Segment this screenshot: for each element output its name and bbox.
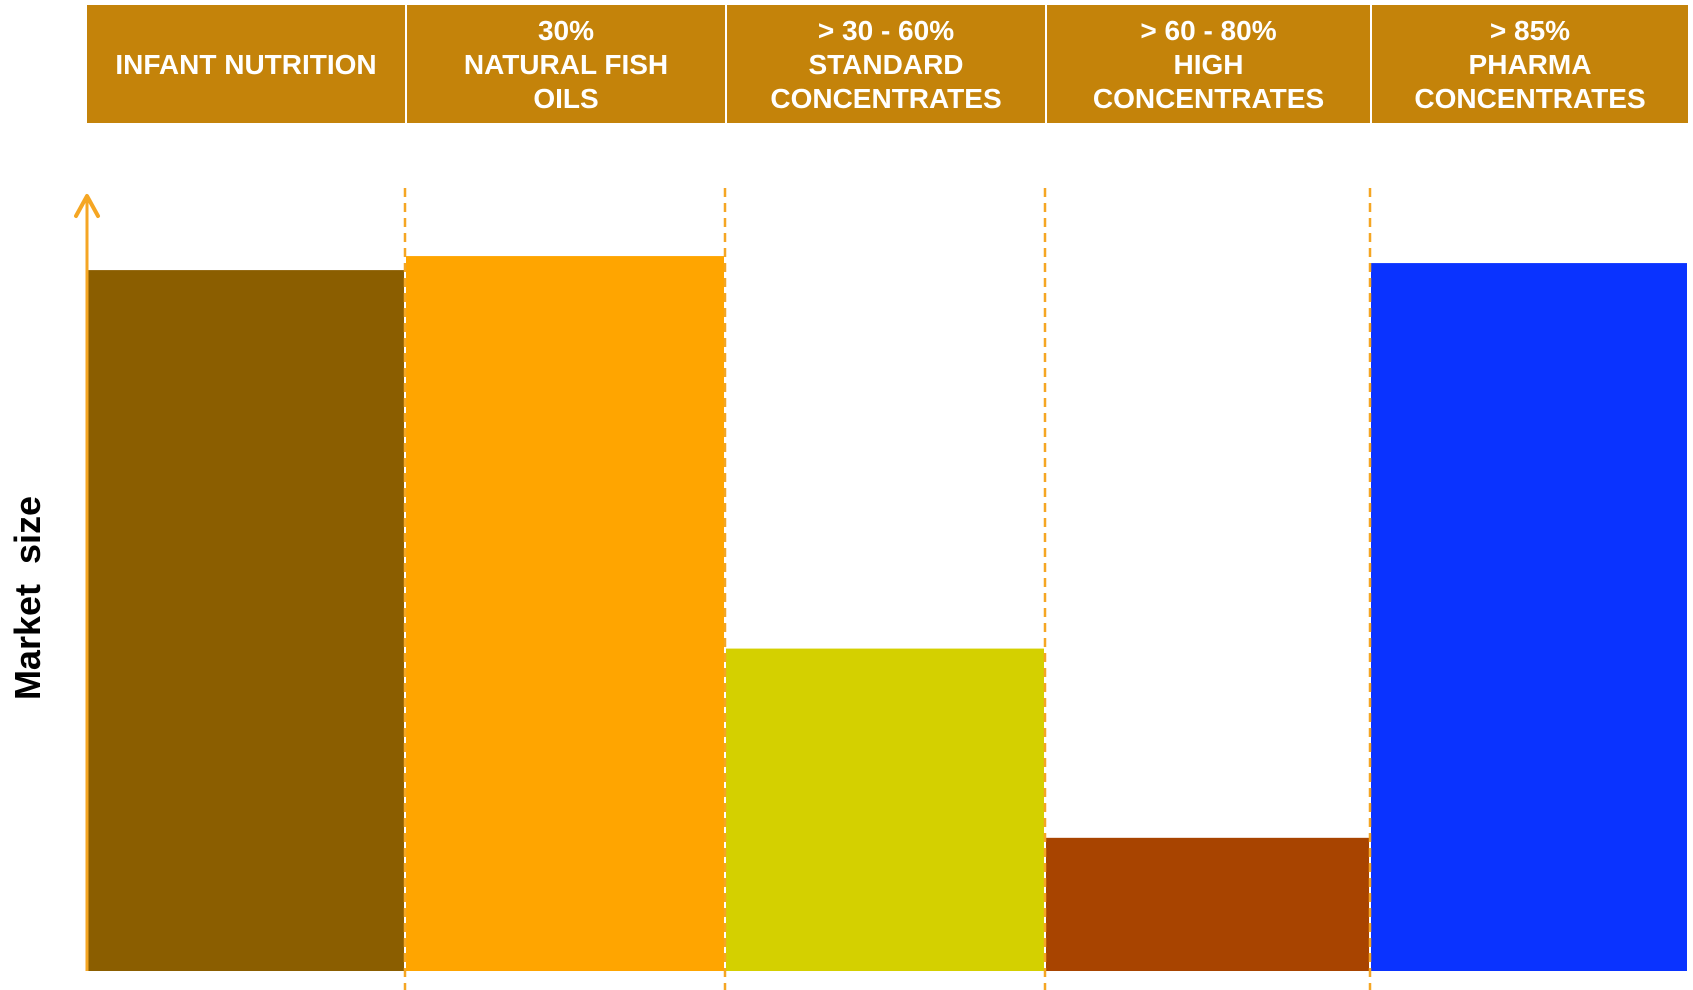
category-header-label: > 85% — [1490, 15, 1570, 46]
category-header-label: CONCENTRATES — [1093, 83, 1324, 114]
category-header-label: PHARMA — [1469, 49, 1592, 80]
category-header-cell — [727, 5, 1045, 123]
category-header-label: CONCENTRATES — [1414, 83, 1645, 114]
category-header-label: OILS — [533, 83, 598, 114]
category-header-label: > 60 - 80% — [1140, 15, 1276, 46]
category-header-cell — [87, 5, 405, 123]
bar — [406, 256, 724, 971]
category-header-label: HIGH — [1174, 49, 1244, 80]
category-header-label: STANDARD — [808, 49, 963, 80]
category-header-label: NATURAL FISH — [464, 49, 668, 80]
category-header-label: 30% — [538, 15, 594, 46]
category-header-label: CONCENTRATES — [770, 83, 1001, 114]
bar — [726, 648, 1044, 971]
category-header-label: INFANT NUTRITION — [115, 49, 376, 80]
category-header-label: > 30 - 60% — [818, 15, 954, 46]
bar — [1371, 263, 1687, 972]
category-header-cell — [1372, 5, 1688, 123]
category-header-cell — [407, 5, 725, 123]
category-header-cell — [1047, 5, 1370, 123]
category-header: INFANT NUTRITION — [87, 5, 405, 123]
bar — [1046, 837, 1369, 971]
y-axis-arrow-icon — [74, 194, 100, 218]
bar — [88, 270, 404, 971]
y-axis-label: Market size — [7, 495, 48, 701]
